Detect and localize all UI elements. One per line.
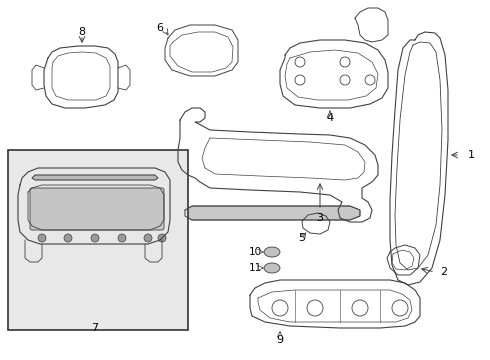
- Text: 6: 6: [156, 23, 163, 33]
- Ellipse shape: [264, 247, 280, 257]
- Ellipse shape: [264, 263, 280, 273]
- Text: 10: 10: [249, 247, 262, 257]
- Circle shape: [38, 234, 46, 242]
- Text: 11: 11: [249, 263, 262, 273]
- Text: 9: 9: [276, 335, 284, 345]
- Text: 2: 2: [440, 267, 447, 277]
- Text: 4: 4: [326, 113, 334, 123]
- Circle shape: [118, 234, 126, 242]
- Circle shape: [91, 234, 99, 242]
- Polygon shape: [185, 206, 360, 220]
- Text: 5: 5: [298, 233, 305, 243]
- Circle shape: [158, 234, 166, 242]
- Polygon shape: [32, 175, 158, 180]
- Text: 1: 1: [468, 150, 475, 160]
- Text: 8: 8: [78, 27, 86, 37]
- Text: 3: 3: [317, 213, 323, 223]
- Bar: [8, 150, 188, 330]
- Circle shape: [64, 234, 72, 242]
- Text: 7: 7: [92, 323, 98, 333]
- FancyBboxPatch shape: [30, 188, 164, 230]
- Circle shape: [144, 234, 152, 242]
